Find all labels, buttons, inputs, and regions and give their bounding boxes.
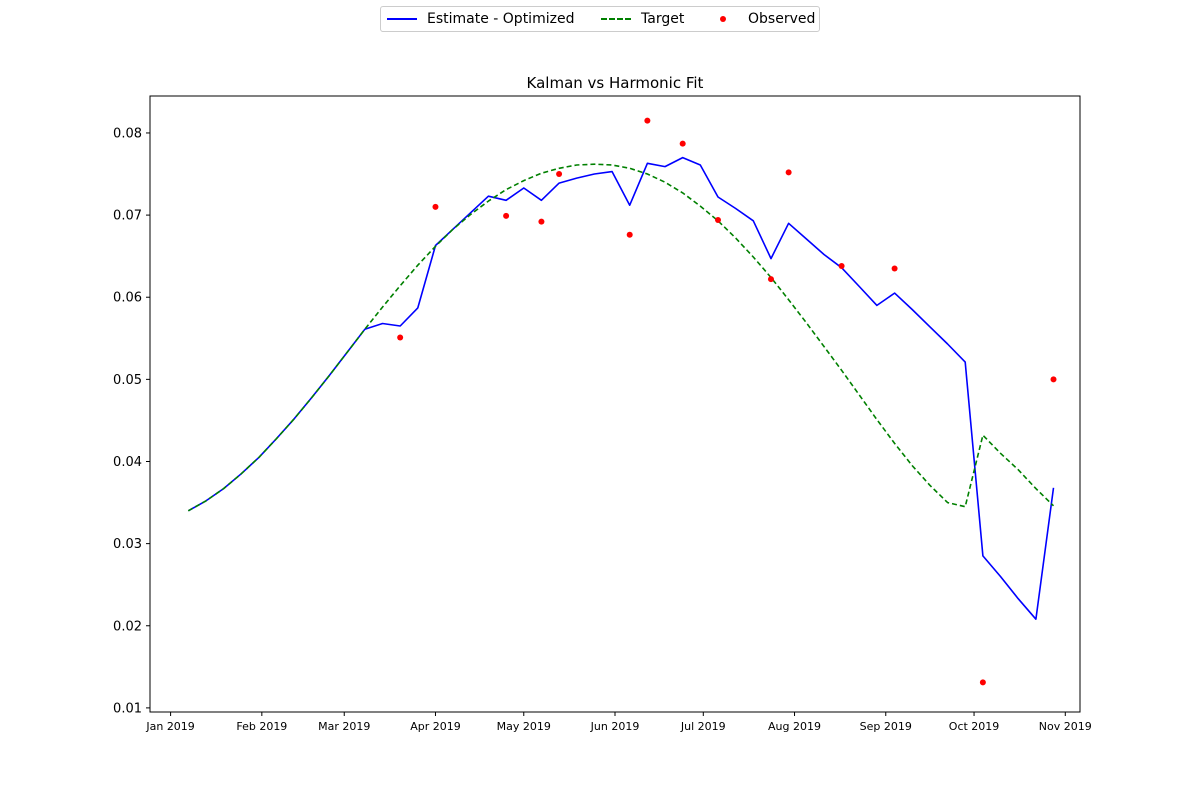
legend-label: Target (641, 11, 685, 27)
legend-item-observed: Observed (708, 7, 815, 31)
legend-swatch-marker (708, 13, 738, 25)
y-tick-label: 0.04 (113, 455, 142, 470)
chart-title: Kalman vs Harmonic Fit (527, 74, 704, 92)
x-tick-label: Jul 2019 (680, 720, 726, 733)
observed-point (679, 140, 686, 147)
plot-frame (149, 95, 1081, 713)
observed-point (626, 231, 633, 238)
observed-point (397, 334, 404, 341)
target-line (187, 163, 1055, 512)
observed-point (979, 679, 986, 686)
x-tick-label: Mar 2019 (318, 720, 370, 733)
observed-point (432, 203, 439, 210)
x-tick-label: Apr 2019 (410, 720, 461, 733)
observed-point (1050, 376, 1057, 383)
legend-label: Estimate - Optimized (427, 11, 575, 27)
axes: Jan 2019 Feb 2019 Mar 2019 Apr 2019 May 2019… (113, 126, 1092, 733)
legend-item-estimate: Estimate - Optimized (387, 7, 574, 31)
x-tick-label: Jan 2019 (145, 720, 194, 733)
y-tick-label: 0.07 (113, 209, 142, 224)
y-tick-label: 0.02 (113, 619, 142, 634)
x-tick-label: Jun 2019 (590, 720, 640, 733)
legend-swatch-solid-line (387, 13, 417, 25)
observed-point (644, 117, 651, 124)
plot-area (187, 117, 1057, 686)
x-tick-label: Aug 2019 (768, 720, 821, 733)
observed-point (785, 169, 792, 176)
observed-point (838, 263, 845, 270)
y-tick-label: 0.08 (113, 126, 142, 141)
x-tick-label: Feb 2019 (236, 720, 287, 733)
observed-point (767, 276, 774, 283)
observed-point (538, 218, 545, 225)
x-tick-label: Nov 2019 (1039, 720, 1092, 733)
x-tick-label: May 2019 (497, 720, 551, 733)
legend: Estimate - Optimized Target Observed (380, 6, 820, 32)
y-tick-label: 0.05 (113, 373, 142, 388)
x-tick-label: Sep 2019 (860, 720, 912, 733)
y-tick-label: 0.03 (113, 537, 142, 552)
y-tick-label: 0.06 (113, 291, 142, 306)
legend-label: Observed (748, 11, 816, 27)
observed-point (503, 212, 510, 219)
observed-point (556, 171, 563, 178)
observed-point (715, 217, 722, 224)
observed-point (891, 265, 898, 272)
legend-item-target: Target (601, 7, 684, 31)
legend-swatch-dashed-line (601, 13, 631, 25)
x-tick-label: Oct 2019 (949, 720, 1000, 733)
y-tick-label: 0.01 (113, 701, 142, 716)
